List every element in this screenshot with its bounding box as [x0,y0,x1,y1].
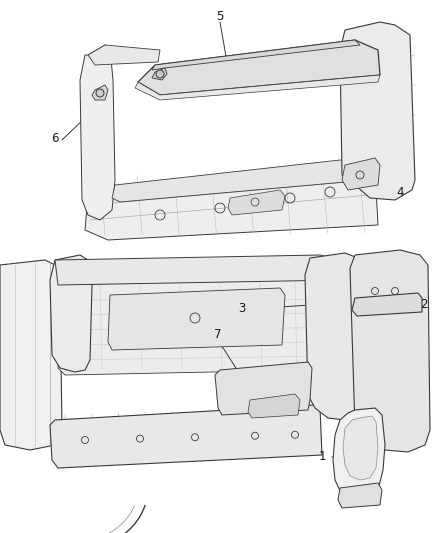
Text: 4: 4 [396,187,404,199]
Polygon shape [92,85,108,100]
Polygon shape [350,250,430,452]
Text: 2: 2 [420,297,428,311]
Text: 3: 3 [238,303,246,316]
Polygon shape [248,394,300,418]
Text: 5: 5 [216,10,224,22]
Polygon shape [152,40,360,70]
Polygon shape [50,405,322,468]
Polygon shape [88,45,160,65]
Polygon shape [343,416,378,480]
Polygon shape [228,190,285,215]
Circle shape [156,70,164,78]
Polygon shape [55,255,342,285]
Polygon shape [215,362,312,415]
Polygon shape [80,45,115,220]
Polygon shape [338,483,382,508]
Polygon shape [342,158,380,190]
Polygon shape [135,75,380,100]
Polygon shape [85,165,378,240]
Polygon shape [50,255,92,372]
Polygon shape [0,260,62,450]
Polygon shape [333,408,385,502]
Polygon shape [352,293,422,316]
Circle shape [96,89,104,97]
Text: 1: 1 [318,450,326,464]
Polygon shape [152,68,167,80]
Polygon shape [108,288,285,350]
Polygon shape [138,40,380,95]
Text: 6: 6 [51,132,59,144]
Polygon shape [305,253,362,420]
Polygon shape [340,22,415,200]
Polygon shape [58,278,320,375]
Text: 7: 7 [214,327,222,341]
Polygon shape [112,160,368,202]
